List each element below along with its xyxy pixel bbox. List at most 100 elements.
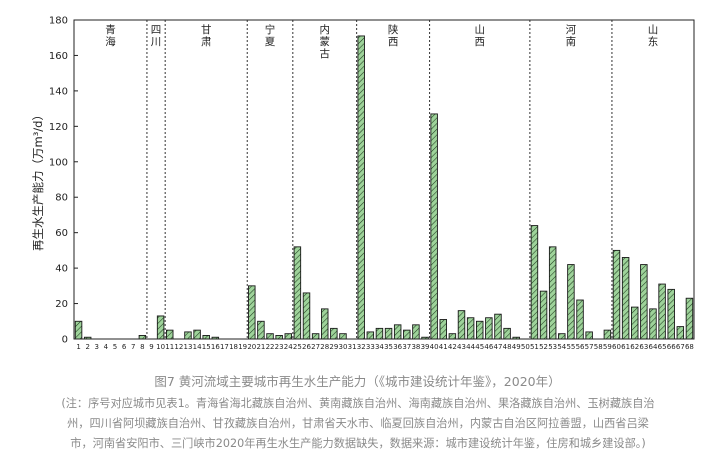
x-tick-label: 10 <box>156 343 165 351</box>
y-tick-label: 140 <box>49 86 68 97</box>
bar <box>403 329 411 340</box>
note-line: 市，河南省安阳市、三门峡市2020年再生水生产能力数据缺失，数据来源：城市建设统… <box>70 437 646 450</box>
bar <box>330 327 338 340</box>
x-tick-label: 39 <box>421 343 430 351</box>
region-label: 夏 <box>265 36 276 48</box>
x-tick-label: 28 <box>320 343 329 351</box>
region-label: 海 <box>105 35 116 48</box>
bar <box>485 317 493 340</box>
x-tick-label: 48 <box>503 343 512 351</box>
x-tick-label: 30 <box>339 343 348 351</box>
x-tick-label: 5 <box>113 343 117 351</box>
x-tick-label: 37 <box>402 343 411 351</box>
x-tick-label: 14 <box>193 343 202 351</box>
note-line: (注：序号对应城市见表1。青海省海北藏族自治州、黄南藏族自治州、海南藏族自治州、… <box>61 397 655 410</box>
x-tick-label: 41 <box>439 343 448 351</box>
bar <box>412 324 420 340</box>
region-label: 西 <box>474 36 485 48</box>
bar <box>284 333 292 340</box>
region-label: 河 <box>566 24 577 36</box>
y-tick-label: 0 <box>62 335 68 346</box>
y-tick-label: 20 <box>55 299 68 310</box>
bar <box>293 246 302 340</box>
x-tick-label: 38 <box>411 343 420 351</box>
bar <box>248 285 256 340</box>
bar <box>494 313 502 340</box>
plot-frame <box>73 19 695 340</box>
x-tick-label: 35 <box>384 343 393 351</box>
x-tick-label: 24 <box>284 343 293 351</box>
bar <box>184 331 192 340</box>
bar <box>685 297 694 340</box>
region-label: 肃 <box>201 36 212 48</box>
x-tick-label: 13 <box>184 343 193 351</box>
bar <box>631 306 639 340</box>
x-tick-label: 4 <box>104 343 109 351</box>
bar <box>530 225 539 340</box>
x-tick-label: 64 <box>649 343 658 351</box>
bar <box>439 319 447 340</box>
x-tick-label: 65 <box>658 343 667 351</box>
bar <box>302 292 311 340</box>
x-tick-label: 45 <box>475 343 484 351</box>
x-tick-label: 49 <box>512 343 521 351</box>
x-tick-label: 17 <box>220 343 229 351</box>
bar <box>202 335 210 340</box>
bar <box>275 335 283 340</box>
bar <box>558 333 566 340</box>
bar <box>567 264 575 340</box>
bar <box>430 113 438 340</box>
x-tick-label: 56 <box>576 343 585 351</box>
bar <box>640 264 648 340</box>
region-label: 东 <box>648 35 659 48</box>
region-label: 内 <box>319 23 330 36</box>
bar <box>384 327 393 340</box>
region-label: 陕 <box>388 23 399 36</box>
x-tick-label: 27 <box>311 343 320 351</box>
y-tick-label: 80 <box>55 193 68 204</box>
x-tick-label: 67 <box>676 343 685 351</box>
bar <box>576 299 584 340</box>
y-tick-label: 60 <box>55 228 68 239</box>
x-tick-label: 23 <box>275 343 284 351</box>
x-tick-label: 29 <box>329 343 338 351</box>
region-label: 南 <box>566 35 577 48</box>
x-tick-label: 34 <box>375 343 384 351</box>
x-tick-label: 60 <box>612 343 621 351</box>
x-tick-label: 61 <box>621 343 630 351</box>
note-line: 州，四川省阿坝藏族自治州、甘孜藏族自治州，甘肃省天水市、临夏回族自治州，内蒙古自… <box>67 417 649 430</box>
region-label: 山 <box>474 24 485 36</box>
x-tick-label: 25 <box>293 343 302 351</box>
x-tick-label: 20 <box>247 343 256 351</box>
region-label: 川 <box>151 36 162 48</box>
bar <box>375 327 384 340</box>
x-tick-label: 44 <box>466 343 475 351</box>
bar <box>466 317 475 340</box>
bar <box>193 329 201 340</box>
x-tick-label: 58 <box>594 343 603 351</box>
bar <box>257 320 265 340</box>
x-tick-label: 51 <box>530 343 539 351</box>
x-tick-label: 36 <box>393 343 402 351</box>
x-tick-label: 42 <box>448 343 457 351</box>
x-tick-label: 55 <box>566 343 575 351</box>
bar <box>166 329 174 340</box>
bar <box>667 288 675 340</box>
y-axis-label: 再生水生产能力（万m³/d） <box>31 109 45 251</box>
bar <box>357 35 365 340</box>
x-tick-label: 21 <box>256 343 265 351</box>
x-tick-label: 40 <box>430 343 439 351</box>
x-tick-label: 33 <box>366 343 375 351</box>
bar <box>603 329 612 340</box>
bar <box>503 327 511 340</box>
x-tick-label: 9 <box>149 343 153 351</box>
x-tick-label: 3 <box>95 343 99 351</box>
region-label: 蒙 <box>319 35 330 48</box>
bar <box>311 333 320 340</box>
bar <box>539 290 548 340</box>
bar <box>548 246 557 340</box>
x-tick-label: 2 <box>85 343 89 351</box>
bar <box>658 283 666 340</box>
y-tick-label: 160 <box>49 51 68 62</box>
